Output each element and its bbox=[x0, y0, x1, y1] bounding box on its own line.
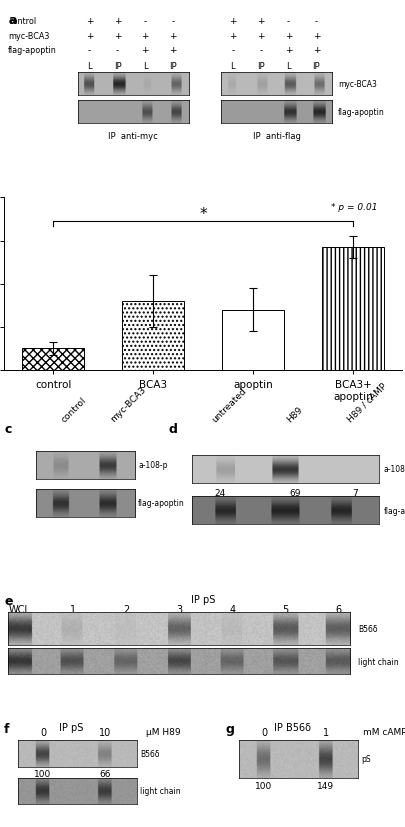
Bar bbox=[222, 310, 283, 370]
Text: 3: 3 bbox=[176, 605, 182, 614]
Text: 100: 100 bbox=[34, 770, 51, 778]
Text: IP  anti-myc: IP anti-myc bbox=[108, 131, 158, 141]
Text: -: - bbox=[230, 46, 234, 55]
Text: 6: 6 bbox=[335, 605, 341, 614]
Text: L: L bbox=[87, 62, 92, 71]
Text: +: + bbox=[284, 46, 292, 55]
Text: 0: 0 bbox=[260, 728, 266, 738]
Text: flag-apoptin: flag-apoptin bbox=[138, 499, 184, 508]
Text: 1: 1 bbox=[322, 728, 328, 738]
Text: WCL: WCL bbox=[9, 605, 31, 614]
Text: IP: IP bbox=[113, 62, 121, 71]
Text: H89 / cAMP: H89 / cAMP bbox=[345, 381, 388, 424]
Text: -: - bbox=[143, 17, 147, 26]
Text: 10: 10 bbox=[98, 728, 111, 738]
Text: a-108-p: a-108-p bbox=[382, 465, 405, 474]
Text: d: d bbox=[168, 423, 177, 436]
Text: +: + bbox=[113, 17, 121, 26]
Text: 100: 100 bbox=[255, 782, 272, 790]
Text: +: + bbox=[228, 17, 236, 26]
Text: +: + bbox=[169, 31, 177, 41]
Text: -: - bbox=[115, 46, 119, 55]
Text: c: c bbox=[4, 423, 11, 436]
Text: IP pS: IP pS bbox=[59, 722, 83, 732]
Text: +: + bbox=[141, 31, 149, 41]
Text: flag-apoptin: flag-apoptin bbox=[8, 46, 57, 55]
Text: -: - bbox=[88, 46, 91, 55]
Text: 149: 149 bbox=[317, 782, 334, 790]
Text: IP: IP bbox=[256, 62, 264, 71]
Text: * p = 0.01: * p = 0.01 bbox=[330, 203, 377, 212]
Text: L: L bbox=[143, 62, 147, 71]
Text: -: - bbox=[258, 46, 262, 55]
Text: IP B56δ: IP B56δ bbox=[273, 722, 310, 732]
Text: B56δ: B56δ bbox=[357, 624, 377, 633]
Text: myc-BCA3: myc-BCA3 bbox=[8, 31, 49, 41]
Text: H89: H89 bbox=[285, 404, 304, 424]
Text: L: L bbox=[230, 62, 234, 71]
Text: 4: 4 bbox=[228, 605, 234, 614]
Text: a: a bbox=[8, 14, 17, 26]
Text: 7: 7 bbox=[352, 488, 357, 497]
Text: g: g bbox=[224, 722, 233, 735]
Text: flag-apoptin: flag-apoptin bbox=[382, 506, 405, 515]
Text: IP pS: IP pS bbox=[190, 595, 215, 605]
Text: +: + bbox=[312, 31, 320, 41]
Text: -: - bbox=[286, 17, 290, 26]
Text: IP: IP bbox=[169, 62, 177, 71]
Text: 5: 5 bbox=[281, 605, 288, 614]
Text: *: * bbox=[199, 206, 206, 222]
Text: control: control bbox=[8, 17, 36, 26]
Text: +: + bbox=[85, 31, 93, 41]
Text: μM H89: μM H89 bbox=[145, 728, 180, 737]
Text: a-108-p: a-108-p bbox=[138, 461, 167, 470]
Text: myc-BCA3: myc-BCA3 bbox=[337, 80, 376, 89]
Text: control: control bbox=[59, 395, 88, 424]
Text: L: L bbox=[286, 62, 290, 71]
Text: -: - bbox=[171, 17, 175, 26]
Text: pS: pS bbox=[360, 754, 370, 763]
Text: B56δ: B56δ bbox=[140, 749, 159, 758]
Text: 1: 1 bbox=[70, 605, 76, 614]
Text: +: + bbox=[169, 46, 177, 55]
Text: 24: 24 bbox=[214, 488, 225, 497]
Text: 69: 69 bbox=[288, 488, 300, 497]
Text: untreated: untreated bbox=[210, 386, 248, 424]
Text: IP: IP bbox=[312, 62, 320, 71]
Text: 66: 66 bbox=[99, 770, 110, 778]
Text: +: + bbox=[85, 17, 93, 26]
Text: e: e bbox=[4, 595, 13, 607]
Text: +: + bbox=[256, 31, 264, 41]
Text: flag-apoptin: flag-apoptin bbox=[337, 108, 384, 117]
Text: f: f bbox=[4, 722, 10, 735]
Bar bbox=[122, 302, 183, 370]
Text: +: + bbox=[141, 46, 149, 55]
Text: IP  anti-flag: IP anti-flag bbox=[252, 131, 300, 141]
Text: myc-BCA3: myc-BCA3 bbox=[109, 385, 147, 424]
Text: +: + bbox=[228, 31, 236, 41]
Text: light chain: light chain bbox=[357, 657, 398, 666]
Text: light chain: light chain bbox=[140, 786, 180, 796]
Text: +: + bbox=[113, 31, 121, 41]
Text: +: + bbox=[284, 31, 292, 41]
Text: +: + bbox=[312, 46, 320, 55]
Text: 2: 2 bbox=[123, 605, 129, 614]
Text: +: + bbox=[256, 17, 264, 26]
Text: mM cAMP: mM cAMP bbox=[362, 728, 405, 737]
Text: -: - bbox=[314, 17, 317, 26]
Bar bbox=[22, 349, 84, 370]
Text: 0: 0 bbox=[40, 728, 46, 738]
Bar bbox=[321, 248, 383, 370]
